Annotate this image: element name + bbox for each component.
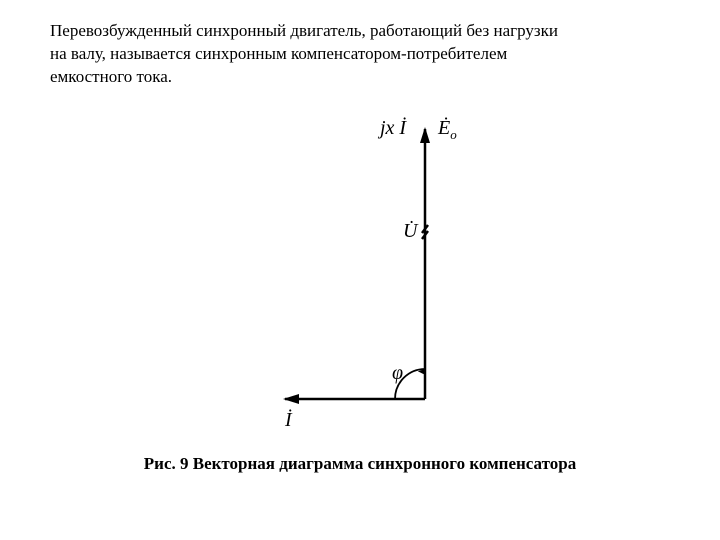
paragraph: Перевозбужденный синхронный двигатель, р… (50, 20, 670, 89)
para-line1: Перевозбужденный синхронный двигатель, р… (50, 21, 558, 40)
para-line3: емкостного тока. (50, 67, 172, 86)
svg-text:Ėо: Ėо (437, 116, 457, 142)
svg-text:jх İ: jх İ (377, 116, 407, 139)
vector-diagram: jх İ Ėо U̇ φ İ (230, 99, 490, 439)
figure-caption: Рис. 9 Векторная диаграмма синхронного к… (50, 454, 670, 474)
svg-text:φ: φ (392, 362, 403, 384)
para-line2: на валу, называется синхронным компенсат… (50, 44, 507, 63)
diagram-container: jх İ Ėо U̇ φ İ (50, 99, 670, 439)
svg-text:U̇: U̇ (403, 219, 419, 242)
svg-text:İ: İ (284, 408, 293, 431)
